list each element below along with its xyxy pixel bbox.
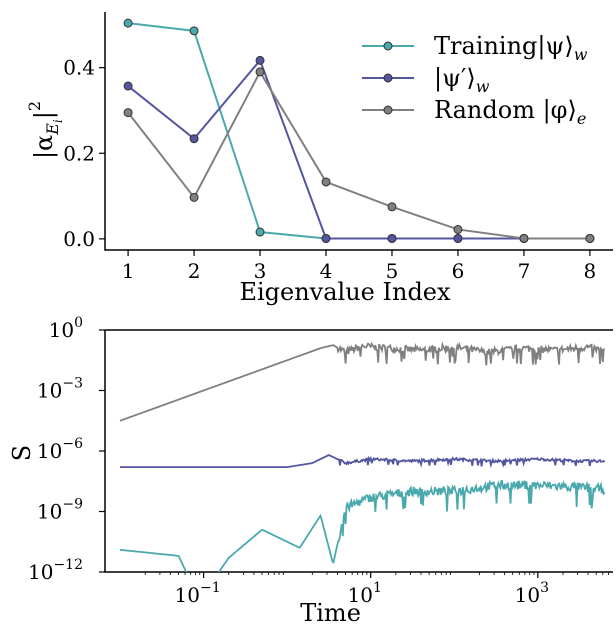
top-ytick-label: 0.4 — [63, 56, 95, 80]
top-data-point — [453, 233, 463, 243]
legend-entry-label: |ψ′⟩w — [434, 64, 490, 96]
top-ytick-label: 0.0 — [63, 227, 95, 251]
top-xtick-label: 5 — [386, 259, 399, 283]
legend-swatch-marker — [383, 105, 393, 115]
bottom-yaxis-label: S — [8, 445, 36, 461]
bottom-ytick-label: 100 — [49, 315, 83, 342]
bottom-series-line — [120, 454, 606, 469]
top-data-point — [123, 18, 133, 28]
bottom-series-line — [119, 341, 606, 422]
bottom-xtick-label: 103 — [515, 580, 549, 607]
top-xtick-label: 6 — [452, 259, 465, 283]
top-data-point — [387, 202, 397, 212]
bottom-xaxis-label: Time — [300, 599, 361, 627]
top-data-point — [123, 108, 133, 118]
top-data-point — [321, 233, 331, 243]
top-series-line — [127, 58, 590, 240]
top-data-point — [321, 177, 331, 187]
top-axes-frame — [104, 12, 613, 251]
bottom-ytick-label: 10−12 — [28, 557, 83, 584]
top-xtick-label: 4 — [320, 259, 333, 283]
eigenvalue-chart: 1 2 3 4 5 6 7 8 0.0 0.2 0.4 Eigenvalue Index |αEi|2 T… — [25, 12, 613, 306]
legend-entry-label: Training|ψ⟩w — [434, 32, 588, 64]
top-data-point — [189, 192, 199, 202]
top-data-point — [255, 55, 265, 65]
top-data-point — [255, 67, 265, 77]
bottom-ytick-label: 10−3 — [37, 376, 83, 403]
top-xtick-label: 1 — [122, 259, 135, 283]
top-ytick-label: 0.2 — [63, 141, 95, 165]
top-data-point — [453, 224, 463, 234]
bottom-xtick-label: 101 — [348, 580, 382, 607]
top-yaxis-label: |αEi|2 — [25, 101, 65, 159]
top-data-point — [519, 233, 529, 243]
top-data-point — [387, 233, 397, 243]
bottom-ytick-label: 10−9 — [37, 497, 83, 524]
top-data-point — [189, 134, 199, 144]
top-xtick-label: 2 — [188, 259, 201, 283]
top-xtick-label: 8 — [584, 259, 597, 283]
bottom-ytick-label: 10−6 — [37, 436, 83, 463]
top-xtick-label: 7 — [518, 259, 531, 283]
top-data-point — [585, 233, 595, 243]
top-data-point — [123, 81, 133, 91]
top-xtick-label: 3 — [254, 259, 267, 283]
legend-entry-label: Random |φ⟩e — [434, 96, 586, 128]
top-data-point — [255, 227, 265, 237]
top-data-point — [189, 26, 199, 36]
bottom-series-line — [119, 479, 606, 572]
top-xaxis-label: Eigenvalue Index — [239, 278, 451, 306]
entropy-time-chart: 10−1 101 103 100 10−3 10−6 10−9 10−12 Time S — [8, 315, 613, 627]
bottom-xtick-label: 10−1 — [175, 580, 221, 607]
bottom-axes-frame — [104, 330, 613, 573]
legend-swatch-marker — [383, 41, 393, 51]
top-series-line — [127, 69, 590, 240]
legend-swatch-marker — [383, 73, 393, 83]
